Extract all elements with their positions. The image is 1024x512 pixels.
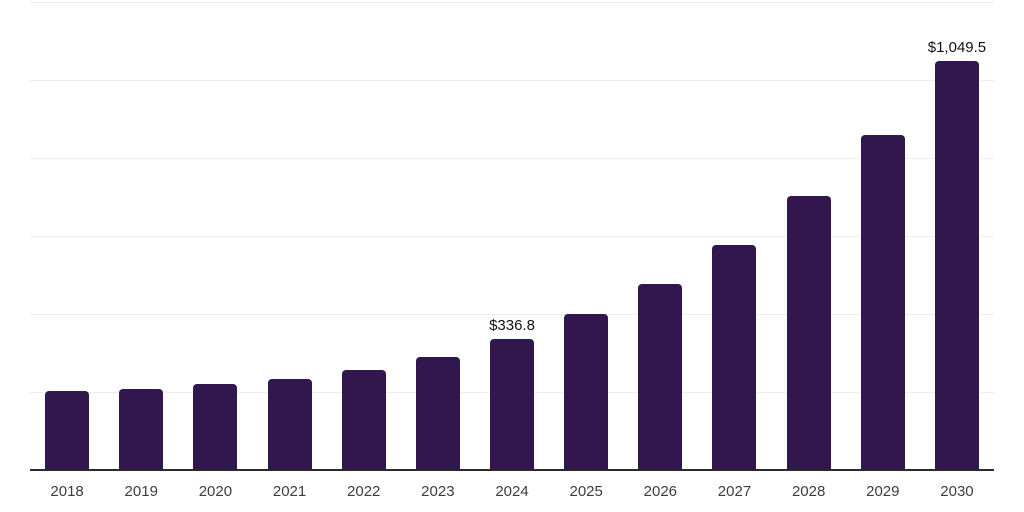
bar-2026 — [638, 283, 683, 470]
x-tick-2028: 2028 — [791, 483, 826, 500]
bar-slot-2029 — [846, 2, 920, 470]
bar-2019 — [119, 388, 164, 470]
bar-2023 — [415, 357, 460, 470]
bar-2028 — [786, 196, 831, 470]
x-tick-2023: 2023 — [421, 483, 455, 500]
bar-2025 — [564, 313, 609, 470]
bar-slot-2030: $1,049.5 — [920, 2, 994, 470]
gridline-800 — [30, 158, 994, 159]
x-tick-2022: 2022 — [347, 483, 381, 500]
x-tick-2026: 2026 — [643, 483, 678, 500]
bar-2022 — [341, 370, 386, 470]
bar-2024 — [490, 338, 535, 470]
bar-2029 — [860, 135, 905, 470]
gridline-1200 — [30, 2, 994, 3]
bars-container: $336.8 $1,049.5 — [30, 2, 994, 470]
bar-2027 — [712, 244, 757, 470]
gridline-1000 — [30, 80, 994, 81]
bar-2018 — [45, 391, 90, 470]
x-tick-2029: 2029 — [866, 483, 900, 500]
x-tick-2018: 2018 — [50, 483, 84, 500]
bar-slot-2020 — [178, 2, 252, 470]
bar-slot-2021 — [252, 2, 326, 470]
bar-slot-2026 — [623, 2, 697, 470]
x-tick-2021: 2021 — [272, 483, 307, 500]
x-tick-2030: 2030 — [940, 483, 974, 500]
bar-slot-2022 — [327, 2, 401, 470]
x-axis-line — [30, 469, 994, 471]
bar-2021 — [267, 378, 312, 470]
bar-slot-2024: $336.8 — [475, 2, 549, 470]
bar-slot-2019 — [104, 2, 178, 470]
gridline-600 — [30, 236, 994, 237]
x-tick-2025: 2025 — [569, 483, 603, 500]
bar-2020 — [193, 384, 238, 470]
x-tick-2020: 2020 — [198, 483, 233, 500]
gridline-400 — [30, 314, 994, 315]
bar-slot-2027 — [697, 2, 771, 470]
x-axis-tick-labels: 2018 2019 2020 2021 2022 2023 2024 2025 2026 2027… — [30, 483, 994, 501]
bar-slot-2018 — [30, 2, 104, 470]
x-tick-2024: 2024 — [495, 483, 529, 500]
bar-2030 — [934, 60, 979, 470]
bar-slot-2025 — [549, 2, 623, 470]
x-tick-2027: 2027 — [717, 483, 752, 500]
x-tick-2019: 2019 — [124, 483, 158, 500]
bar-slot-2028 — [772, 2, 846, 470]
data-label-2024: $336.8 — [489, 316, 535, 334]
bar-slot-2023 — [401, 2, 475, 470]
data-label-2030: $1,049.5 — [927, 38, 987, 56]
